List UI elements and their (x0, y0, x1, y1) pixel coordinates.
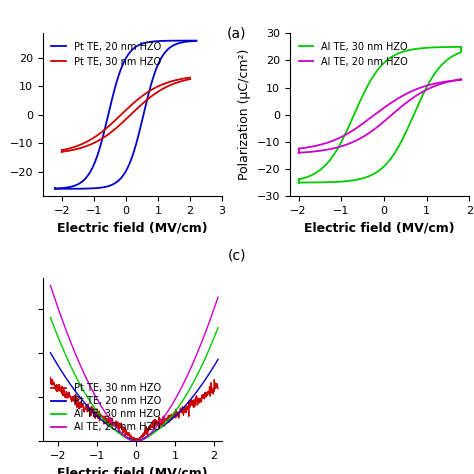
Legend: Al TE, 30 nm HZO, Al TE, 20 nm HZO: Al TE, 30 nm HZO, Al TE, 20 nm HZO (295, 38, 412, 71)
X-axis label: Electric field (MV/cm): Electric field (MV/cm) (57, 221, 208, 235)
X-axis label: Electric field (MV/cm): Electric field (MV/cm) (304, 221, 455, 235)
Text: (c): (c) (228, 249, 246, 263)
Legend: Pt TE, 30 nm HZO, Pt TE, 20 nm HZO, Al TE, 30 nm HZO, Al TE, 20 nm HZO: Pt TE, 30 nm HZO, Pt TE, 20 nm HZO, Al T… (47, 379, 165, 436)
Legend: Pt TE, 20 nm HZO, Pt TE, 30 nm HZO: Pt TE, 20 nm HZO, Pt TE, 30 nm HZO (47, 38, 165, 71)
Y-axis label: Polarization (μC/cm²): Polarization (μC/cm²) (238, 49, 251, 181)
Text: (a): (a) (227, 26, 247, 40)
X-axis label: Electric field (MV/cm): Electric field (MV/cm) (57, 466, 208, 474)
